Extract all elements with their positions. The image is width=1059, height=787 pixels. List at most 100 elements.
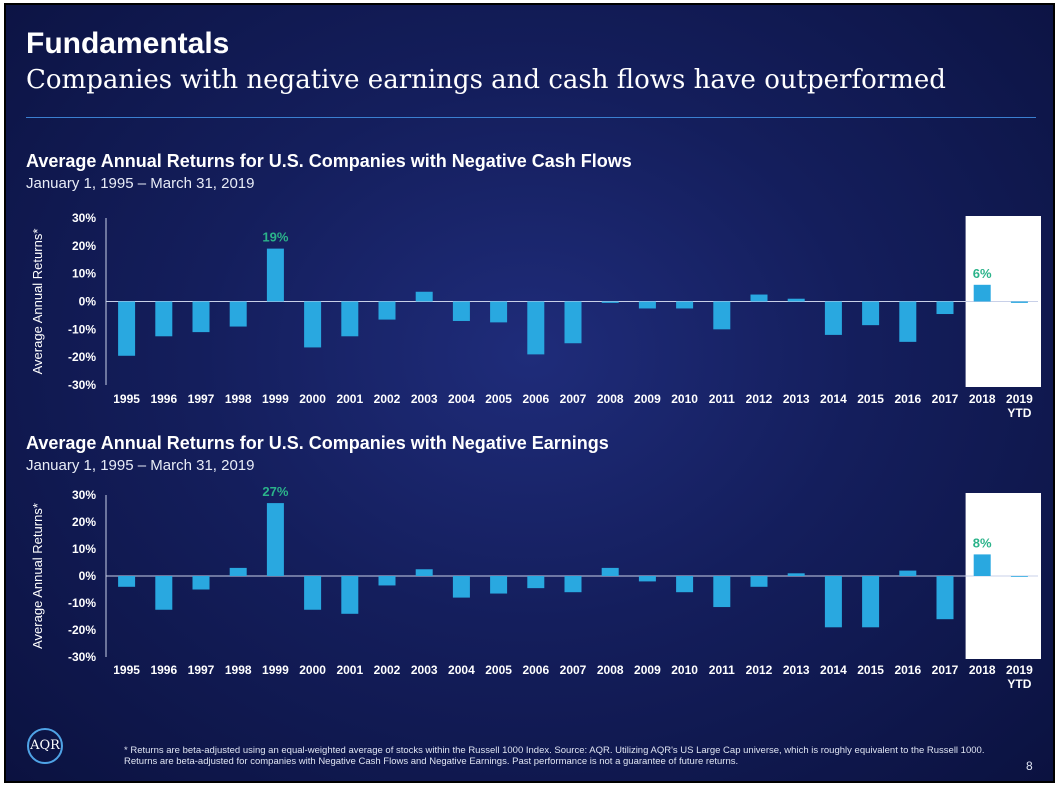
x-tick-label: 2016 <box>894 392 921 406</box>
x-tick-label: 2001 <box>336 663 363 677</box>
bar-2011 <box>713 301 731 330</box>
bar-2012 <box>750 576 768 587</box>
bar-2009 <box>638 576 656 582</box>
bar-2016 <box>899 570 917 576</box>
bar-2019 <box>1010 576 1028 577</box>
x-tick-label: 2017 <box>932 663 959 677</box>
bar-2001 <box>341 301 359 337</box>
y-tick-label: -20% <box>68 350 96 364</box>
bar-2018 <box>973 284 991 302</box>
x-tick-label: 2002 <box>374 392 401 406</box>
bar-2007 <box>564 301 582 344</box>
bar-2019 <box>1010 301 1028 303</box>
bar-1995 <box>118 576 136 587</box>
x-tick-label: 2013 <box>783 392 810 406</box>
chart2-date-range: January 1, 1995 – March 31, 2019 <box>26 457 255 474</box>
bar-2017 <box>936 301 954 315</box>
x-tick-label: 1999 <box>262 663 289 677</box>
y-tick-label: -30% <box>68 378 96 392</box>
bar-2002 <box>378 301 396 320</box>
title-divider <box>26 117 1036 118</box>
y-tick-label: -10% <box>68 596 96 610</box>
x-tick-label: 2006 <box>522 663 549 677</box>
bar-2008 <box>601 567 619 576</box>
bar-2010 <box>676 301 694 309</box>
x-tick-label: 2004 <box>448 663 475 677</box>
data-label-1999: 27% <box>262 484 288 499</box>
y-tick-label: 0% <box>79 569 97 583</box>
x-tick-label: 2008 <box>597 392 624 406</box>
bar-2012 <box>750 294 768 302</box>
x-tick-label: 2014 <box>820 392 847 406</box>
bar-2018 <box>973 554 991 576</box>
x-tick-label: 1998 <box>225 663 252 677</box>
bar-2009 <box>638 301 656 309</box>
x-tick-label: 2016 <box>894 663 921 677</box>
x-tick-label: 2019 <box>1006 392 1033 406</box>
y-tick-label: -20% <box>68 623 96 637</box>
x-tick-sublabel: YTD <box>1007 406 1031 420</box>
bar-1996 <box>155 301 173 337</box>
y-tick-label: 20% <box>72 239 96 253</box>
y-tick-label: 0% <box>79 295 97 309</box>
bar-2002 <box>378 576 396 586</box>
x-tick-label: 2003 <box>411 392 438 406</box>
bar-2000 <box>304 301 322 348</box>
x-tick-label: 2006 <box>522 392 549 406</box>
x-tick-label: 1996 <box>150 392 177 406</box>
x-tick-label: 2010 <box>671 392 698 406</box>
bar-1998 <box>229 567 247 576</box>
bar-2004 <box>452 576 470 598</box>
bar-2007 <box>564 576 582 593</box>
bar-2013 <box>787 573 805 576</box>
y-axis-label: Average Annual Returns* <box>30 503 45 649</box>
x-tick-label: 2007 <box>560 392 587 406</box>
y-tick-label: 30% <box>72 211 96 225</box>
x-tick-label: 2017 <box>932 392 959 406</box>
x-tick-label: 2010 <box>671 663 698 677</box>
x-tick-label: 2013 <box>783 663 810 677</box>
bar-2014 <box>824 301 842 335</box>
chart1-title: Average Annual Returns for U.S. Companie… <box>26 151 632 171</box>
footnote: * Returns are beta-adjusted using an equ… <box>124 745 985 767</box>
x-tick-label: 2012 <box>746 663 773 677</box>
x-tick-label: 2008 <box>597 663 624 677</box>
data-label-2018: 6% <box>973 266 992 281</box>
bar-2015 <box>862 301 880 326</box>
x-tick-label: 2009 <box>634 663 661 677</box>
x-tick-label: 2005 <box>485 663 512 677</box>
bar-2003 <box>415 569 433 576</box>
x-tick-label: 2015 <box>857 663 884 677</box>
bar-2015 <box>862 576 880 628</box>
x-tick-label: 2001 <box>336 392 363 406</box>
y-tick-label: 10% <box>72 542 96 556</box>
bar-2003 <box>415 291 433 302</box>
y-tick-label: -10% <box>68 322 96 336</box>
page-title: Fundamentals <box>26 27 230 60</box>
x-tick-label: 2009 <box>634 392 661 406</box>
x-tick-label: 2000 <box>299 663 326 677</box>
page-subtitle: Companies with negative earnings and cas… <box>26 65 946 95</box>
x-tick-label: 2011 <box>709 392 735 406</box>
bar-2013 <box>787 298 805 302</box>
bar-2006 <box>527 576 545 589</box>
y-axis-label: Average Annual Returns* <box>30 229 45 375</box>
cash-flow-chart: Average Annual Returns* 30% 20% 10% 0% -10% -2… <box>30 211 1041 420</box>
bar-2001 <box>341 576 359 614</box>
bar-2005 <box>490 576 508 594</box>
chart2-title: Average Annual Returns for U.S. Companie… <box>26 433 609 453</box>
x-tick-label: 2000 <box>299 392 326 406</box>
x-tick-label: 1997 <box>188 663 215 677</box>
earnings-chart: Average Annual Returns* 30% 20% 10% 0% -10% -2… <box>30 484 1041 691</box>
slide: Fundamentals Companies with negative ear… <box>4 3 1055 783</box>
bar-1999 <box>266 248 284 302</box>
y-tick-label: -30% <box>68 650 96 664</box>
x-tick-label: 1995 <box>113 392 140 406</box>
bar-2006 <box>527 301 545 355</box>
x-tick-label: 1995 <box>113 663 140 677</box>
x-tick-label: 2012 <box>746 392 773 406</box>
bar-2004 <box>452 301 470 321</box>
y-tick-label: 30% <box>72 488 96 502</box>
y-tick-label: 10% <box>72 267 96 281</box>
bar-1997 <box>192 576 210 590</box>
